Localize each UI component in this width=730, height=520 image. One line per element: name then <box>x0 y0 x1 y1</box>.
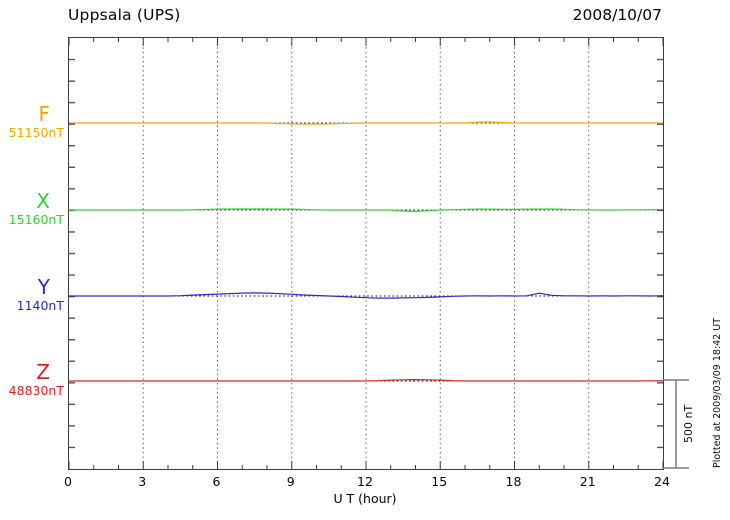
scale-bar-label: 500 nT <box>682 404 695 444</box>
x-tick-label-18: 18 <box>505 474 522 489</box>
component-letter-Y: Y <box>37 275 50 299</box>
x-tick-label-6: 6 <box>212 474 221 489</box>
component-baseline-value-F: 51150nT <box>8 125 64 140</box>
plotted-at-note: Plotted at 2009/03/09 18:42 UT <box>712 317 723 468</box>
component-letter-X: X <box>36 189 50 213</box>
component-baseline-value-Z: 48830nT <box>8 383 64 398</box>
x-tick-label-21: 21 <box>579 474 596 489</box>
component-letter-F: F <box>38 102 50 126</box>
trace-F <box>69 121 663 125</box>
component-baseline-value-X: 15160nT <box>8 212 64 227</box>
trace-Y <box>69 292 663 299</box>
component-letter-Z: Z <box>36 360 50 384</box>
x-tick-label-3: 3 <box>138 474 147 489</box>
component-baseline-value-Y: 1140nT <box>16 298 64 313</box>
trace-Z <box>69 379 663 382</box>
plot-area <box>68 37 664 470</box>
x-axis-title: U T (hour) <box>333 491 397 506</box>
x-tick-label-15: 15 <box>431 474 448 489</box>
x-tick-label-12: 12 <box>357 474 373 489</box>
plot-date: 2008/10/07 <box>572 6 662 24</box>
amplitude-scale-bar <box>663 379 689 469</box>
x-tick-label-24: 24 <box>654 474 670 489</box>
x-tick-label-0: 0 <box>64 474 72 489</box>
trace-X <box>69 208 663 212</box>
x-tick-label-9: 9 <box>286 474 295 489</box>
magnetogram-chart <box>69 38 663 469</box>
station-title: Uppsala (UPS) <box>68 6 181 24</box>
